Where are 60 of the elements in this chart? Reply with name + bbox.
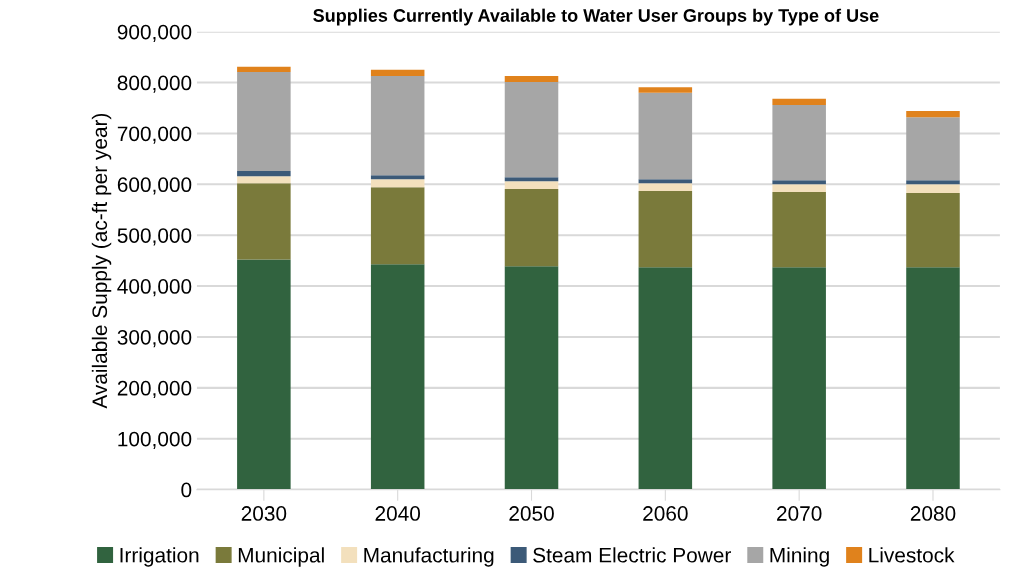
bar [906, 192, 960, 268]
bar [504, 177, 559, 182]
bar [370, 69, 425, 76]
bar [772, 191, 826, 268]
bar [906, 111, 960, 118]
bar [237, 71, 291, 172]
bar [370, 175, 425, 180]
bar [237, 66, 291, 72]
bar [370, 179, 425, 188]
y-tick-label: 0 [181, 482, 192, 498]
bar [638, 267, 693, 490]
bar [237, 171, 291, 177]
x-tick-label: 2080 [910, 506, 956, 521]
bar [906, 180, 960, 185]
bar [906, 267, 960, 490]
bar [504, 75, 559, 83]
bar [906, 184, 960, 193]
bar [638, 179, 693, 184]
y-tick-label: 700,000 [117, 126, 192, 144]
bar [772, 267, 826, 490]
bar [504, 266, 559, 490]
legend-label: Municipal [238, 547, 324, 567]
y-tick-label: 900,000 [117, 24, 192, 42]
legend-label: Mining [770, 547, 829, 567]
bar [370, 264, 425, 490]
bar [370, 75, 425, 176]
x-tick-label: 2030 [241, 506, 287, 521]
x-tick-label: 2060 [643, 506, 688, 521]
y-tick-label: 500,000 [117, 228, 192, 246]
bar [638, 87, 693, 93]
bar [772, 104, 826, 181]
bar [504, 181, 559, 189]
y-axis-title: Available Supply (ac-ft per year) [91, 113, 112, 409]
x-tick-label: 2040 [375, 506, 421, 521]
bar [638, 92, 693, 180]
y-tick-label: 800,000 [117, 75, 192, 93]
bar [237, 183, 291, 260]
x-tick-label: 2070 [777, 506, 822, 521]
x-tick-label: 2050 [509, 506, 554, 521]
y-tick-label: 300,000 [117, 329, 192, 348]
legend-label: Irrigation [120, 547, 199, 567]
bar [504, 82, 559, 178]
y-tick-label: 400,000 [117, 279, 192, 297]
bar [504, 188, 559, 267]
chart-title: Supplies Currently Available to Water User Groups by Type of Use [313, 8, 879, 26]
bar [638, 190, 693, 268]
legend-label: Livestock [869, 547, 955, 563]
bar [237, 259, 291, 490]
bar [906, 117, 960, 181]
bar [772, 98, 826, 105]
bar [237, 176, 291, 184]
y-tick-label: 200,000 [117, 380, 192, 399]
bar [370, 187, 425, 265]
legend-label: Manufacturing [364, 547, 494, 567]
bar [772, 184, 826, 192]
legend-label: Steam Electric Power [533, 547, 731, 563]
bar [772, 180, 826, 185]
bar [638, 183, 693, 191]
y-tick-label: 600,000 [117, 177, 192, 195]
y-tick-label: 100,000 [118, 431, 192, 449]
